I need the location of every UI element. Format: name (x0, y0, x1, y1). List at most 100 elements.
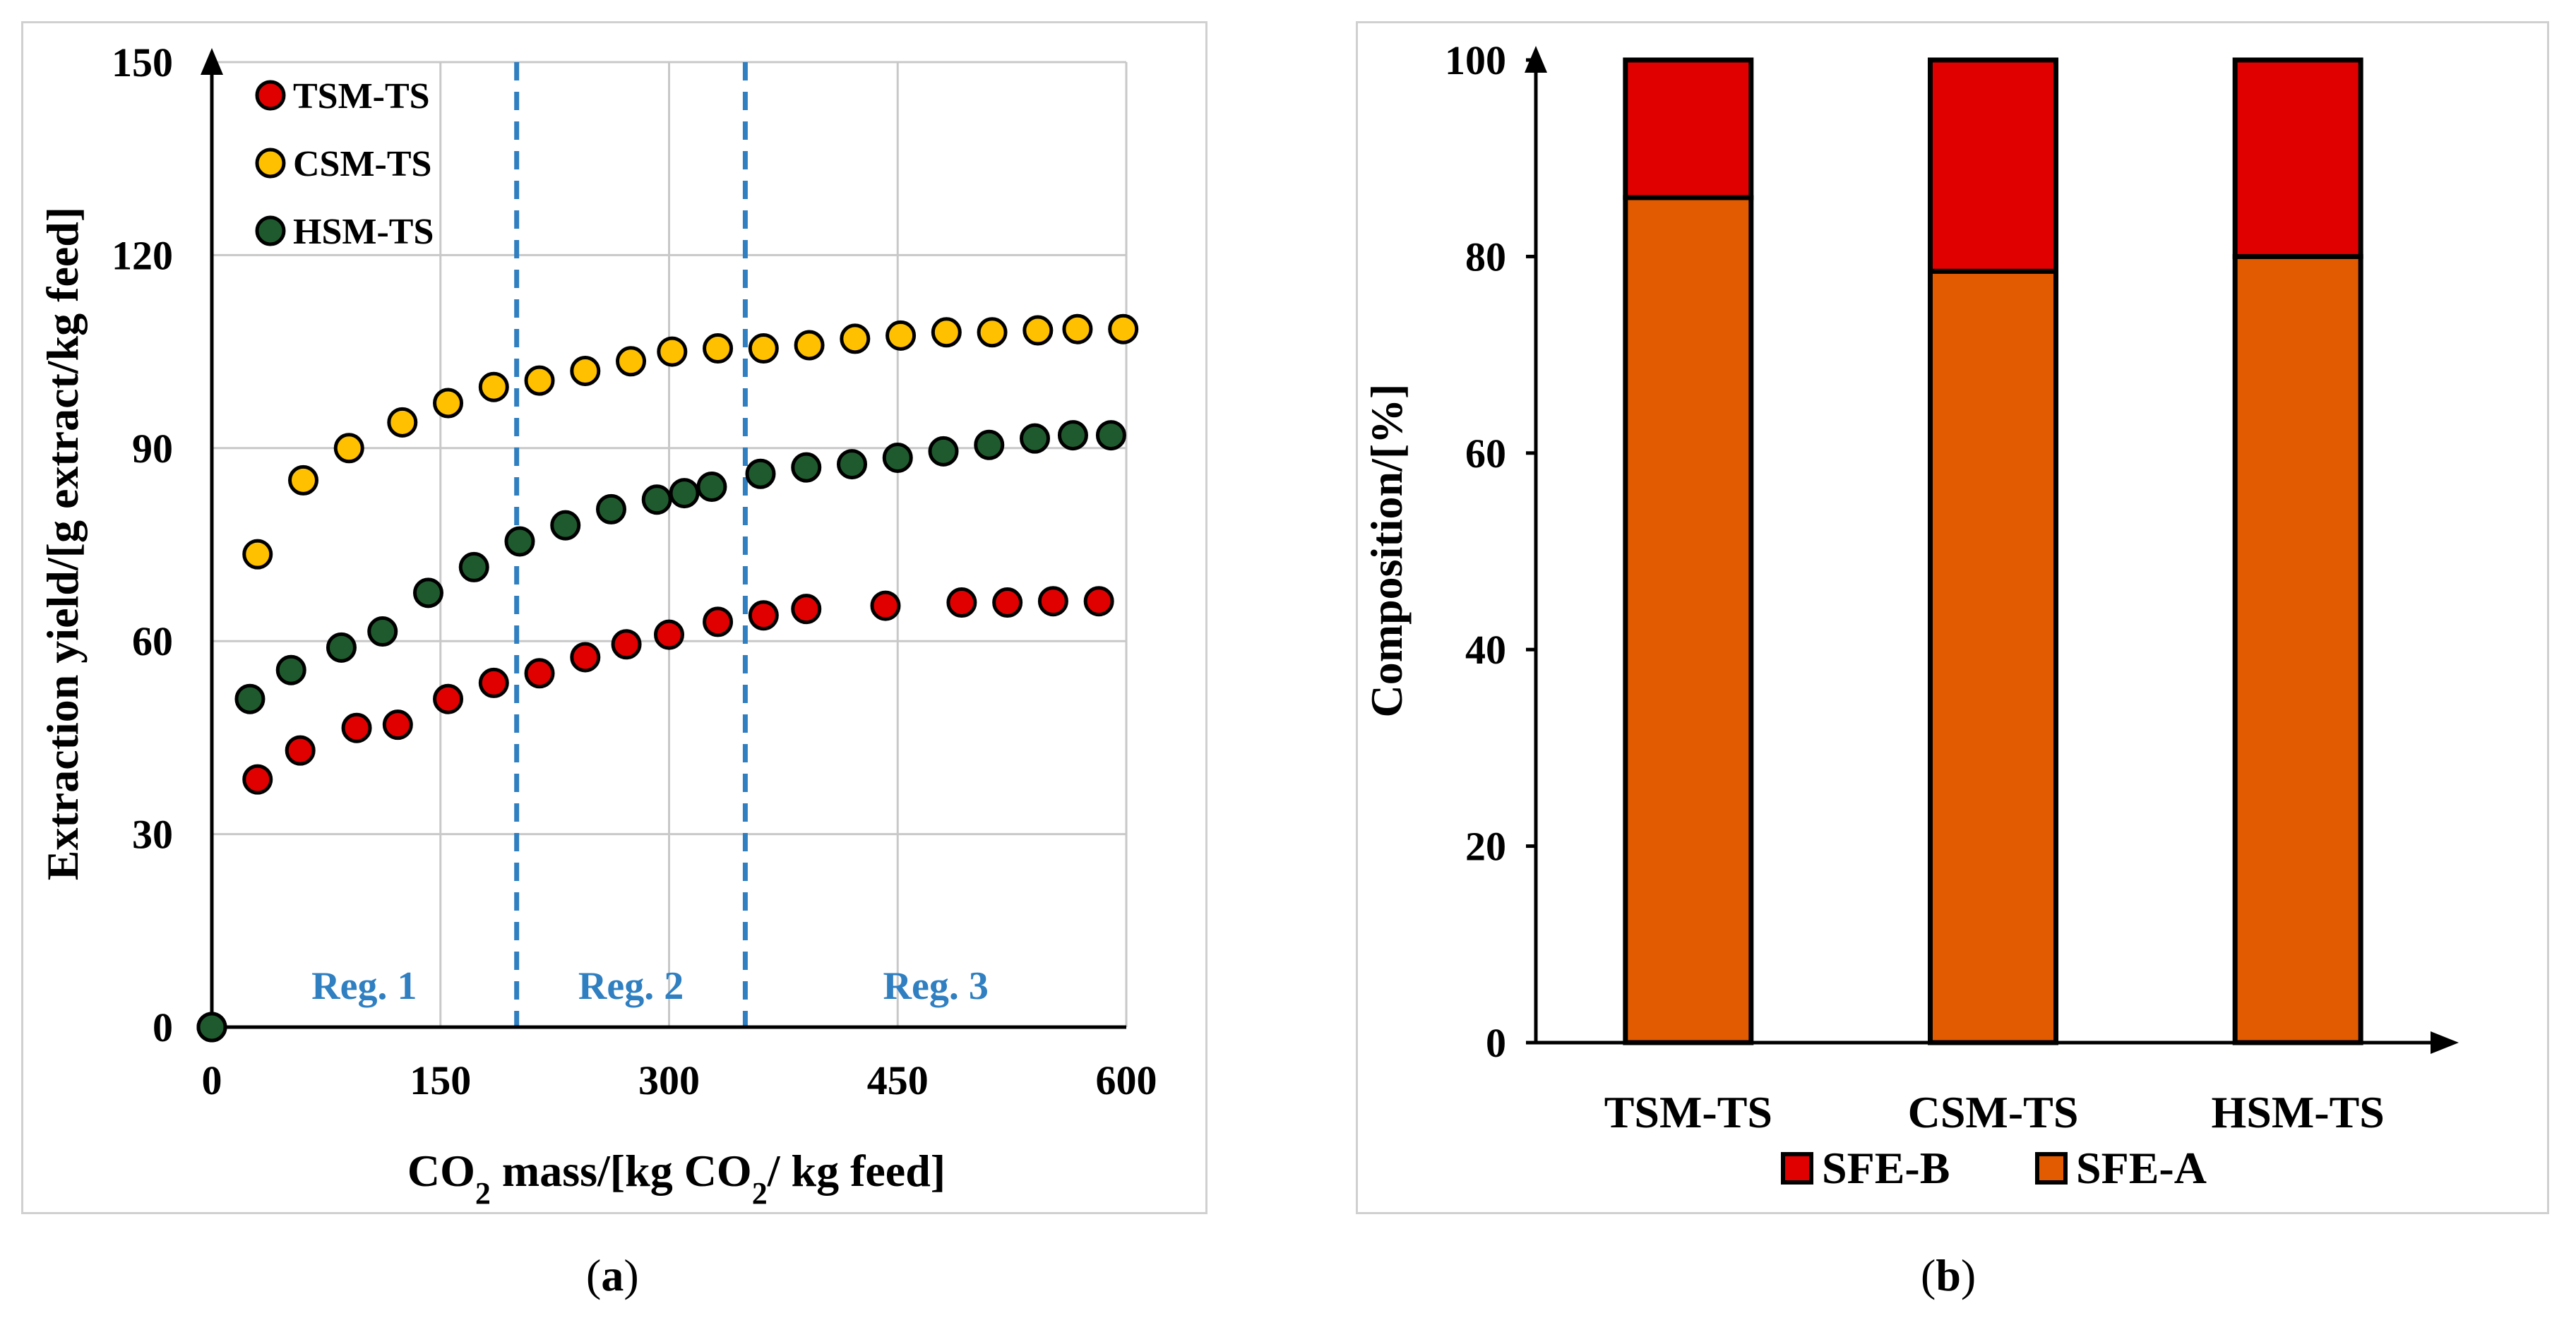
y-tick-label-120: 120 (112, 232, 173, 278)
point-csm-ts-11 (703, 333, 734, 364)
point-tsm-ts-8 (570, 642, 601, 673)
point-csm-ts-14 (840, 323, 871, 354)
legend-marker-hsm-ts (255, 215, 286, 246)
x-category-label-tsm-ts: TSM-TS (1604, 1087, 1772, 1137)
point-hsm-ts-6 (458, 551, 489, 582)
legend-label-sfe-a: SFE-A (2076, 1143, 2207, 1193)
bar-sfe-a-hsm-ts (2232, 253, 2363, 1045)
bar-sfe-a-tsm-ts (1623, 195, 1754, 1045)
legend-marker-sfe-b (1781, 1152, 1813, 1185)
x-tick-label-450: 450 (867, 1057, 929, 1103)
point-csm-ts-16 (931, 317, 962, 348)
bar-sfe-b-csm-ts (1928, 57, 2058, 274)
point-hsm-ts-21 (1095, 420, 1126, 451)
point-csm-ts-13 (794, 330, 825, 361)
point-hsm-ts-12 (696, 471, 727, 502)
point-csm-ts-9 (616, 346, 647, 377)
x-tick-label-0: 0 (202, 1057, 222, 1103)
point-hsm-ts-14 (791, 452, 822, 483)
chart-a-x-axis-title: CO2 mass/[kg CO2/ kg feed] (407, 1146, 946, 1211)
point-hsm-ts-15 (837, 449, 867, 480)
point-csm-ts-20 (1108, 313, 1139, 344)
point-csm-ts-17 (977, 317, 1008, 348)
point-hsm-ts-1 (234, 683, 266, 714)
point-tsm-ts-2 (285, 735, 316, 766)
y-tick-label-60: 60 (132, 618, 173, 664)
point-tsm-ts-3 (341, 712, 372, 743)
chart-a-y-axis-title: Extraction yield/[g extract/kg feed] (37, 207, 88, 880)
y-tick-label-b-40: 40 (1465, 627, 1506, 673)
point-tsm-ts-1 (242, 764, 273, 795)
point-hsm-ts-0 (196, 1012, 227, 1043)
y-tick-label-150: 150 (112, 40, 173, 85)
point-tsm-ts-15 (946, 587, 977, 618)
x-tick-label-150: 150 (410, 1057, 471, 1103)
point-tsm-ts-5 (433, 683, 464, 714)
region-label-3: Reg. 3 (883, 964, 989, 1008)
caption-a: (a) (586, 1250, 639, 1300)
x-tick-label-300: 300 (638, 1057, 700, 1103)
bar-sfe-b-tsm-ts (1623, 57, 1754, 200)
region-label-1: Reg. 1 (311, 964, 417, 1008)
legend-label-csm-ts: CSM-TS (293, 144, 431, 184)
point-csm-ts-8 (570, 355, 601, 386)
point-csm-ts-5 (433, 388, 464, 419)
point-tsm-ts-16 (992, 587, 1023, 618)
bar-sfe-b-hsm-ts (2232, 57, 2363, 259)
point-hsm-ts-9 (595, 493, 626, 524)
point-hsm-ts-4 (367, 616, 398, 647)
point-csm-ts-6 (478, 371, 509, 402)
chart-b-y-axis-title: Composition/[%] (1361, 384, 1412, 718)
chart-a-plot: 0 150 300 450 600 0 30 60 90 120 150 Reg. 1 Reg. 2 Re… (112, 40, 1157, 1103)
legend-marker-sfe-a (2035, 1152, 2068, 1185)
point-hsm-ts-13 (745, 458, 776, 489)
y-tick-label-b-20: 20 (1465, 824, 1506, 870)
legend-label-sfe-b: SFE-B (1822, 1143, 1950, 1193)
legend-marker-tsm-ts (255, 80, 286, 111)
legend-marker-csm-ts (255, 148, 286, 179)
point-csm-ts-12 (748, 333, 779, 364)
legend-label-hsm-ts: HSM-TS (293, 212, 434, 252)
point-hsm-ts-10 (641, 484, 672, 515)
point-hsm-ts-20 (1057, 420, 1088, 451)
region-label-2: Reg. 2 (578, 964, 684, 1008)
point-tsm-ts-10 (654, 619, 684, 650)
bar-sfe-a-csm-ts (1928, 268, 2058, 1045)
point-tsm-ts-18 (1083, 586, 1114, 617)
point-tsm-ts-17 (1037, 586, 1068, 617)
y-tick-label-b-80: 80 (1465, 234, 1506, 280)
y-tick-label-90: 90 (132, 426, 173, 472)
point-tsm-ts-12 (748, 600, 779, 631)
point-hsm-ts-3 (326, 632, 357, 663)
point-hsm-ts-5 (412, 577, 443, 608)
caption-b: (b) (1921, 1250, 1976, 1300)
point-csm-ts-7 (524, 365, 555, 396)
chart-b-plot: TSM-TS CSM-TS HSM-TS 0 20 40 60 80 100 SFE-B SFE-A (1445, 37, 2459, 1193)
point-hsm-ts-16 (882, 442, 913, 473)
point-hsm-ts-17 (928, 436, 959, 467)
point-hsm-ts-8 (550, 510, 581, 541)
point-tsm-ts-14 (870, 590, 901, 621)
y-tick-label-b-60: 60 (1465, 431, 1506, 476)
point-tsm-ts-11 (703, 606, 734, 637)
point-tsm-ts-13 (791, 594, 822, 625)
point-hsm-ts-7 (504, 526, 535, 557)
y-tick-label-0: 0 (153, 1005, 173, 1050)
y-tick-label-30: 30 (132, 812, 173, 858)
point-tsm-ts-4 (382, 709, 413, 741)
x-category-label-hsm-ts: HSM-TS (2211, 1087, 2384, 1137)
point-csm-ts-19 (1062, 313, 1093, 344)
x-category-label-csm-ts: CSM-TS (1908, 1087, 2079, 1137)
legend-label-tsm-ts: TSM-TS (293, 76, 430, 116)
point-tsm-ts-7 (524, 658, 555, 689)
y-tick-label-b-0: 0 (1486, 1020, 1506, 1066)
y-axis-arrow (201, 48, 223, 75)
point-hsm-ts-18 (974, 429, 1005, 460)
point-csm-ts-2 (288, 464, 318, 496)
point-tsm-ts-6 (478, 667, 509, 698)
point-csm-ts-4 (387, 407, 418, 438)
point-hsm-ts-19 (1020, 423, 1050, 454)
x-axis-arrow-b (2431, 1031, 2459, 1054)
point-csm-ts-10 (657, 336, 688, 367)
